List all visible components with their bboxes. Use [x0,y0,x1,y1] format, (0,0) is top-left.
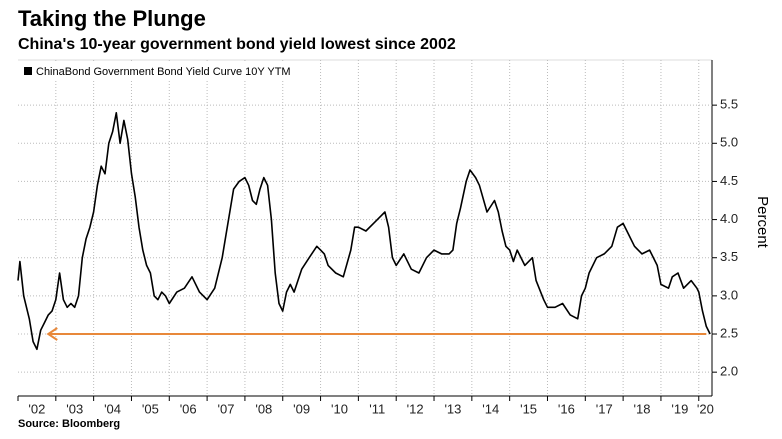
y-tick-label: 3.5 [720,249,738,264]
x-tick-label: '08 [255,401,272,416]
x-tick-label: '05 [142,401,159,416]
y-tick-label: 4.0 [720,211,738,226]
x-tick-label: '15 [520,401,537,416]
chart-title: Taking the Plunge [18,6,206,31]
x-tick-label: '07 [218,401,235,416]
y-tick-label: 5.0 [720,135,738,150]
legend-box [20,62,310,80]
x-tick-label: '16 [558,401,575,416]
x-tick-label: '19 [671,401,688,416]
y-tick-label: 4.5 [720,173,738,188]
x-tick-label: '17 [596,401,613,416]
x-tick-label: '11 [369,401,385,416]
x-tick-label: '09 [293,401,310,416]
chart-subtitle: China's 10-year government bond yield lo… [18,36,456,53]
y-tick-label: 2.5 [720,325,738,340]
x-tick-label: '12 [407,401,424,416]
x-tick-label: '13 [444,401,461,416]
x-tick-label: '18 [634,401,651,416]
x-tick-label: '20 [697,401,714,416]
y-tick-label: 5.5 [720,97,738,112]
x-tick-label: '02 [28,401,45,416]
y-tick-label: 2.0 [720,364,738,379]
x-tick-label: '03 [66,401,83,416]
arrow-head [46,327,58,341]
x-tick-label: '10 [331,401,348,416]
x-tick-label: '04 [104,401,121,416]
y-axis-label: Percent [754,196,771,249]
legend-swatch [24,67,32,75]
x-tick-label: '06 [180,401,197,416]
legend-label: ChinaBond Government Bond Yield Curve 10… [36,66,291,78]
x-tick-label: '14 [482,401,499,416]
series-line [17,112,711,351]
source: Source: Bloomberg [18,418,120,430]
y-tick-label: 3.0 [720,287,738,302]
